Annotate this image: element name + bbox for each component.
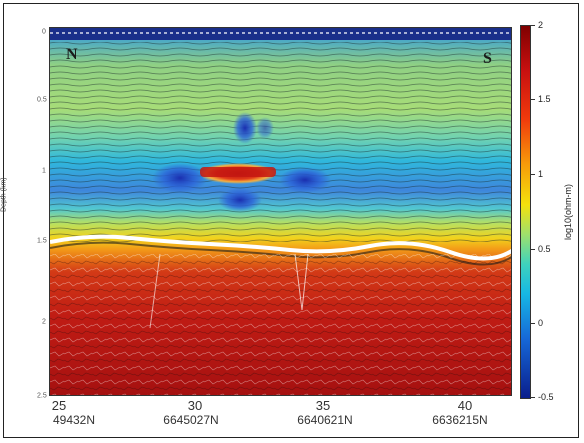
- y-tick: 2.5: [37, 392, 47, 400]
- y-tick: 1.5: [37, 237, 47, 245]
- resistivity-section-plot: [49, 27, 512, 396]
- colorbar-tick-mark: [531, 99, 535, 100]
- colorbar-tick-mark: [531, 397, 535, 398]
- colorbar-tick: -0.5: [538, 392, 554, 402]
- northing-label: 49432N: [52, 413, 96, 427]
- colorbar-tick: 1.5: [538, 94, 551, 104]
- resistivity-section-image: [50, 28, 511, 395]
- colorbar-tick-mark: [531, 25, 535, 26]
- colorbar-tick: 0: [538, 318, 544, 328]
- colorbar-label: log10(ohm-m): [563, 183, 573, 241]
- colorbar-tick-mark: [531, 174, 535, 175]
- x-tick: 40: [457, 398, 473, 413]
- northing-label: 6645027N: [163, 413, 219, 427]
- y-tick: 0: [42, 28, 46, 36]
- north-label: N: [66, 46, 78, 63]
- x-tick: 35: [315, 398, 331, 413]
- northing-label: 6640621N: [297, 413, 353, 427]
- northing-label: 6636215N: [432, 413, 488, 427]
- y-tick: 1: [42, 167, 46, 175]
- colorbar-tick-mark: [531, 323, 535, 324]
- colorbar-tick: 2: [538, 20, 544, 30]
- south-label: S: [483, 50, 492, 67]
- y-axis-label: Depth (km): [0, 177, 8, 212]
- x-tick: 25: [51, 398, 67, 413]
- colorbar-tick-mark: [531, 249, 535, 250]
- colorbar-tick: 0.5: [538, 244, 551, 254]
- y-tick: 0.5: [37, 96, 47, 104]
- colorbar: [520, 25, 531, 399]
- y-tick: 2: [42, 318, 46, 326]
- x-tick: 30: [187, 398, 203, 413]
- colorbar-tick: 1: [538, 169, 544, 179]
